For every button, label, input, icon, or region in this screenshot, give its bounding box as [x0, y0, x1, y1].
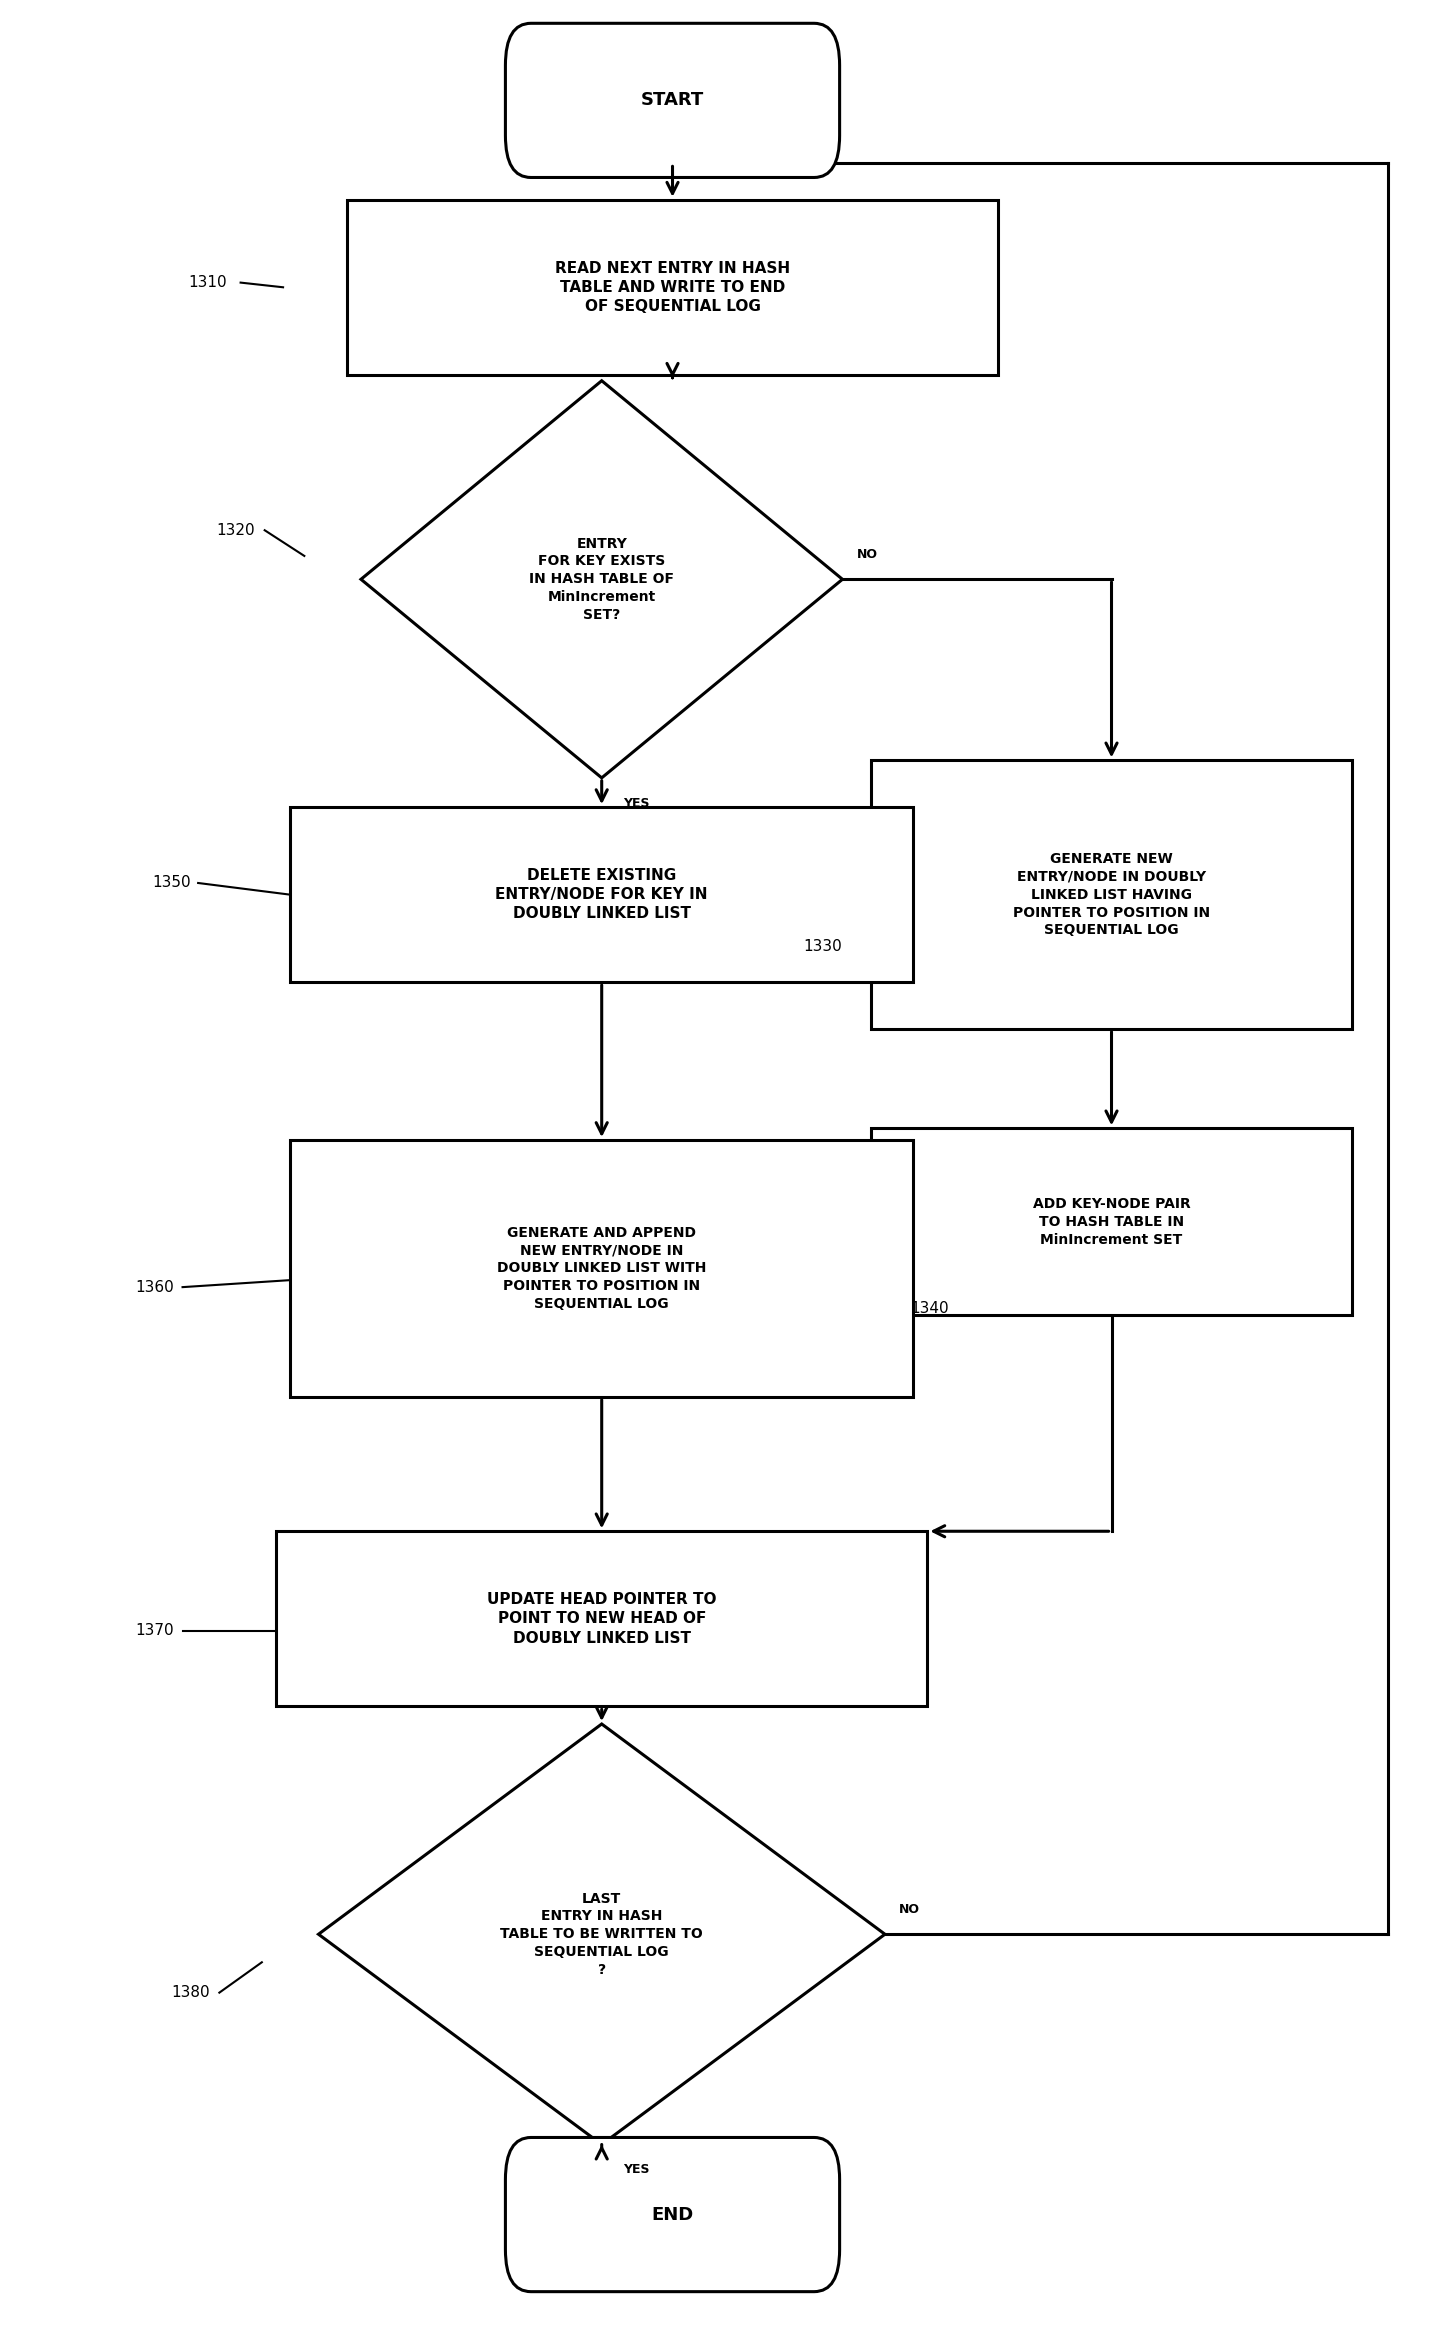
Text: END: END [652, 2207, 694, 2223]
Text: 1330: 1330 [804, 938, 842, 954]
Text: LAST
ENTRY IN HASH
TABLE TO BE WRITTEN TO
SEQUENTIAL LOG
?: LAST ENTRY IN HASH TABLE TO BE WRITTEN T… [500, 1892, 704, 1976]
Bar [290, 1140, 914, 1396]
Text: READ NEXT ENTRY IN HASH
TABLE AND WRITE TO END
OF SEQUENTIAL LOG: READ NEXT ENTRY IN HASH TABLE AND WRITE … [555, 261, 791, 315]
Polygon shape [360, 381, 842, 778]
Text: 1360: 1360 [136, 1281, 174, 1295]
Text: UPDATE HEAD POINTER TO
POINT TO NEW HEAD OF
DOUBLY LINKED LIST: UPDATE HEAD POINTER TO POINT TO NEW HEAD… [488, 1593, 716, 1645]
Text: YES: YES [623, 797, 649, 808]
Text: 1350: 1350 [153, 877, 192, 891]
Text: YES: YES [623, 2162, 649, 2176]
Polygon shape [319, 1725, 885, 2146]
Bar [871, 761, 1353, 1029]
Text: 1370: 1370 [136, 1624, 174, 1638]
Text: NO: NO [857, 548, 878, 562]
Text: 1380: 1380 [170, 1986, 209, 2000]
Text: START: START [641, 92, 704, 110]
Bar [871, 1128, 1353, 1316]
Bar [290, 806, 914, 982]
FancyBboxPatch shape [505, 24, 839, 179]
Text: GENERATE NEW
ENTRY/NODE IN DOUBLY
LINKED LIST HAVING
POINTER TO POSITION IN
SEQU: GENERATE NEW ENTRY/NODE IN DOUBLY LINKED… [1012, 853, 1210, 938]
Bar [347, 200, 998, 376]
Text: NO: NO [899, 1904, 919, 1915]
Text: GENERATE AND APPEND
NEW ENTRY/NODE IN
DOUBLY LINKED LIST WITH
POINTER TO POSITIO: GENERATE AND APPEND NEW ENTRY/NODE IN DO… [498, 1227, 706, 1311]
Bar [276, 1532, 928, 1706]
Text: ENTRY
FOR KEY EXISTS
IN HASH TABLE OF
MinIncrement
SET?: ENTRY FOR KEY EXISTS IN HASH TABLE OF Mi… [529, 536, 674, 623]
Text: ADD KEY-NODE PAIR
TO HASH TABLE IN
MinIncrement SET: ADD KEY-NODE PAIR TO HASH TABLE IN MinIn… [1032, 1196, 1190, 1246]
FancyBboxPatch shape [505, 2138, 839, 2291]
Text: 1320: 1320 [216, 522, 255, 538]
Text: DELETE EXISTING
ENTRY/NODE FOR KEY IN
DOUBLY LINKED LIST: DELETE EXISTING ENTRY/NODE FOR KEY IN DO… [495, 867, 708, 921]
Text: 1340: 1340 [909, 1300, 948, 1316]
Text: 1310: 1310 [187, 275, 226, 289]
